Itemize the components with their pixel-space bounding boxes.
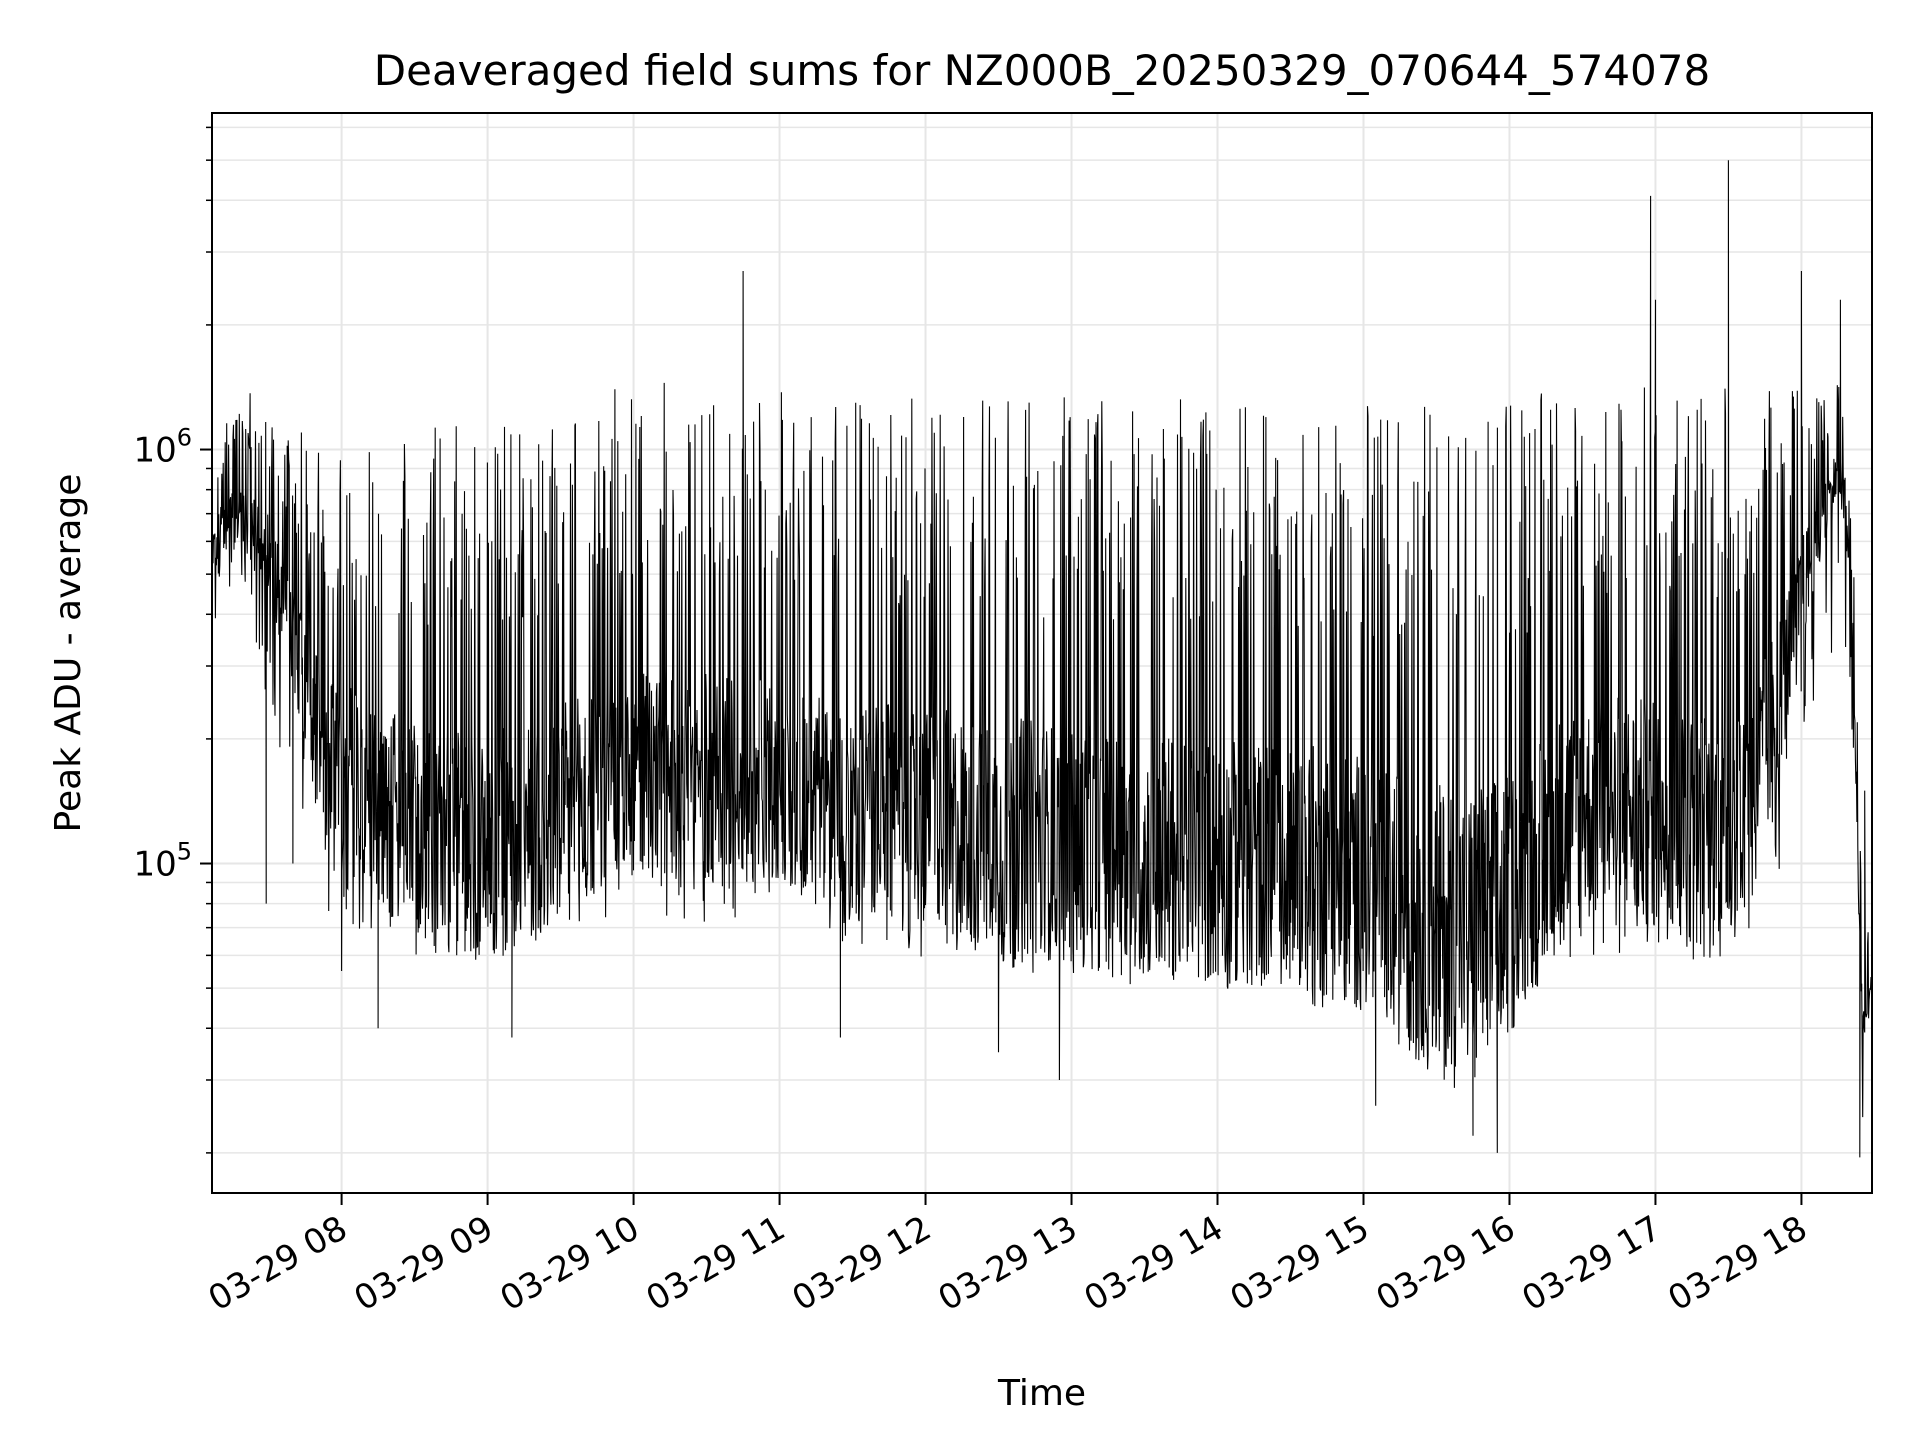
chart-title: Deaveraged field sums for NZ000B_2025032…: [374, 46, 1710, 95]
plot-frame: [211, 112, 1873, 1194]
y-tick-label: 106: [133, 424, 192, 471]
y-tick-label: 105: [133, 838, 192, 885]
series-path: [211, 160, 1873, 1158]
series-line: [211, 160, 1873, 1158]
y-axis-label: Peak ADU - average: [48, 474, 89, 833]
x-axis-label: Time: [997, 1373, 1086, 1414]
